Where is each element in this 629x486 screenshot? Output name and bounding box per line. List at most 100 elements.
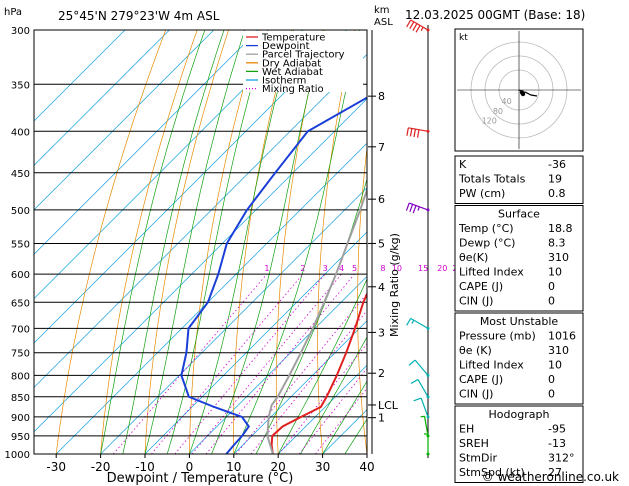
hodograph-ring-label: 40 <box>502 97 512 106</box>
table-row-label: θe(K) <box>459 251 488 264</box>
pressure-tick-label: 300 <box>11 26 30 37</box>
isotherm-line <box>34 53 367 388</box>
table-row-value: 312° <box>548 452 575 465</box>
pressure-tick-label: 350 <box>11 80 30 91</box>
table-frame <box>454 312 584 405</box>
barb-half-flag <box>417 206 420 211</box>
barb-flag <box>410 378 419 384</box>
x-tick-label: 20 <box>271 460 286 474</box>
table-row-label: Dewp (°C) <box>459 237 515 250</box>
barb-staff <box>423 416 429 437</box>
table-row-value: 0 <box>548 295 555 308</box>
barb-flag <box>409 21 415 30</box>
x-tick-label: -10 <box>135 460 155 474</box>
barb-staff <box>410 317 429 329</box>
barb-dot <box>426 452 430 456</box>
plot-frame <box>33 29 368 455</box>
x-tick-label: 0 <box>186 460 194 474</box>
table-row-value: 1016 <box>548 330 576 343</box>
pressure-tick-label: 550 <box>11 239 30 250</box>
barb-flag <box>405 202 410 211</box>
stats-tables: K -36 Totals Totals 19 PW (cm) 0.8 SurfaceTemp… <box>454 155 584 483</box>
barb-flag <box>416 129 420 138</box>
km-tick-label: 5 <box>378 237 385 250</box>
pressure-tick-label: 900 <box>11 413 30 424</box>
location-title: 25°45'N 279°23'W 4m ASL <box>58 9 220 23</box>
table-row-value: 0.8 <box>548 187 566 200</box>
wind-barb <box>405 202 430 214</box>
barb-dot <box>426 395 430 399</box>
legend-entry: Temperature <box>261 33 325 44</box>
barb-flag <box>408 359 416 366</box>
barb-flag <box>413 397 422 402</box>
wind-barb <box>406 317 430 330</box>
isotherm-line <box>34 98 367 433</box>
legend-entry: Parcel Trajectory <box>262 50 345 61</box>
legend-box <box>243 31 363 92</box>
wind-barbs <box>405 19 430 458</box>
legend-entry: Dry Adiabat <box>262 58 321 69</box>
table-row-label: θe (K) <box>459 344 492 357</box>
table-row-value: 10 <box>548 359 562 372</box>
hodograph-ring-label: 80 <box>493 107 503 116</box>
x-tick-label: 40 <box>359 460 374 474</box>
barb-staff <box>409 202 429 211</box>
table-row-label: CAPE (J) <box>459 280 503 293</box>
dry-adiabat-line <box>100 30 198 454</box>
table-row-label: Pressure (mb) <box>459 330 536 343</box>
indices-table: K -36 Totals Totals 19 PW (cm) 0.8 <box>454 155 584 204</box>
table-row-label: CAPE (J) <box>459 373 503 386</box>
hodograph-table: Hodograph EH -95 SREH -13 StmDir 312° StmSpd (k… <box>454 405 584 483</box>
table-row-label: Totals Totals <box>458 173 526 186</box>
x-tick-label: 10 <box>226 460 241 474</box>
dry-adiabat-line <box>606 30 629 454</box>
km-tick-label: 8 <box>378 90 385 103</box>
legend-entry: Dewpoint <box>262 41 310 52</box>
km-tick-label: LCL <box>378 399 399 412</box>
barb-staff <box>414 359 429 376</box>
barb-staff <box>410 19 429 31</box>
hpa-label: hPa <box>4 7 22 18</box>
isotherm-line <box>34 30 126 122</box>
barb-flag <box>412 205 417 214</box>
mixing-ratio-label: 15 <box>418 264 428 273</box>
barb-flag <box>412 23 418 31</box>
isotherm-line <box>34 30 170 166</box>
barb-flag <box>409 128 413 137</box>
wind-barb <box>424 433 430 456</box>
pressure-tick-label: 650 <box>11 298 30 309</box>
datetime-title: 12.03.2025 00GMT (Base: 18) <box>405 8 585 22</box>
table-frame <box>454 205 584 312</box>
pressure-tick-label: 500 <box>11 206 30 217</box>
mixing-ratio-line <box>235 292 367 454</box>
table-row-value: 310 <box>548 344 569 357</box>
wet-adiabat-line <box>300 336 367 454</box>
wind-barb <box>410 378 430 399</box>
mixing-ratio-line <box>278 343 367 454</box>
isotherm-line <box>34 30 303 300</box>
storm-motion-marker <box>520 91 526 97</box>
table-row-label: CIN (J) <box>459 295 493 308</box>
barb-half-flag <box>420 26 424 31</box>
km-tick-label: 6 <box>378 193 385 206</box>
axes: 3003504004505005506006507007508008509009… <box>5 26 375 474</box>
wind-barb <box>420 415 430 438</box>
barb-dot <box>426 208 430 212</box>
table-title: Surface <box>498 208 540 221</box>
isotherm-line <box>233 320 367 454</box>
legend-entry: Wet Adiabat <box>262 67 323 78</box>
dry-adiabat-line <box>434 30 456 454</box>
wind-barb <box>408 359 430 377</box>
table-row-value: 10 <box>548 266 562 279</box>
pressure-tick-label: 1000 <box>5 450 30 461</box>
isotherm-line <box>100 187 367 454</box>
table-row-value: 8.3 <box>548 237 566 250</box>
pressure-tick-label: 700 <box>11 324 30 335</box>
wind-barb <box>413 397 430 419</box>
km-asl-label: km ASL <box>374 5 393 28</box>
mixing-ratio-label: 20 <box>437 264 447 273</box>
table-row-label: Lifted Index <box>459 266 524 279</box>
